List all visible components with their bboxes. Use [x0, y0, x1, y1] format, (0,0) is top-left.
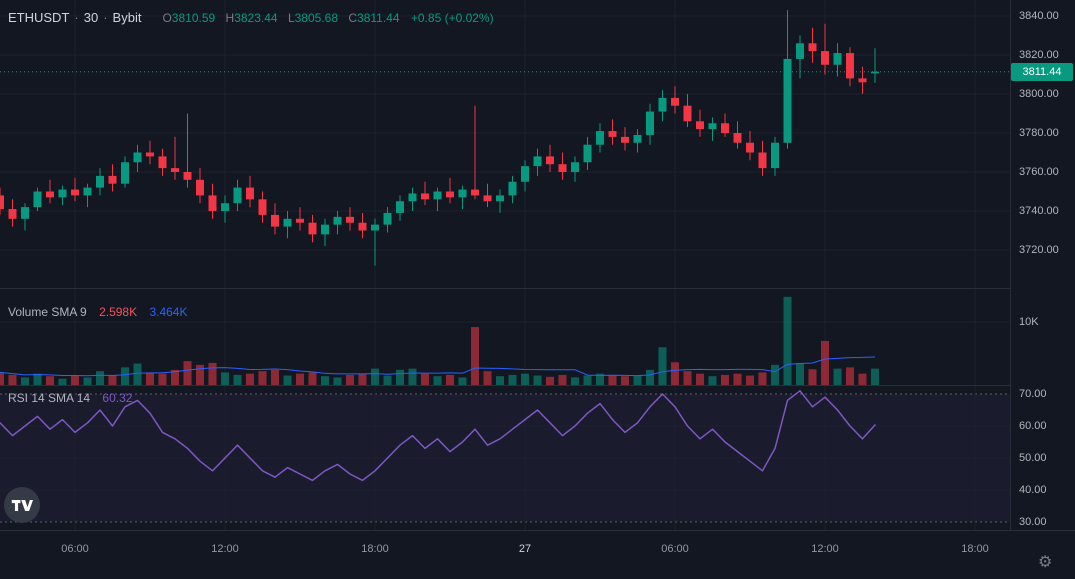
price-tick: 3840.00	[1019, 10, 1059, 22]
tradingview-logo-icon	[11, 499, 33, 511]
volume-chart[interactable]	[0, 289, 1010, 385]
candlestick-chart[interactable]	[0, 0, 1010, 288]
change-value: +0.85 (+0.02%)	[410, 11, 494, 25]
volume-tick: 10K	[1019, 316, 1039, 328]
time-axis[interactable]: 06:00 12:00 18:00 27 06:00 12:00 18:00	[0, 530, 1075, 579]
low-label: L	[287, 11, 295, 25]
symbol-name[interactable]: ETHUSDT	[8, 10, 70, 25]
high-label: H	[225, 11, 235, 25]
time-tick: 12:00	[811, 543, 839, 555]
price-tick: 3740.00	[1019, 205, 1059, 217]
rsi-value: 60.32	[102, 391, 133, 405]
rsi-pane[interactable]	[0, 385, 1010, 530]
time-tick: 06:00	[61, 543, 89, 555]
volume-legend-title: Volume SMA 9	[8, 305, 87, 319]
low-value: 3805.68	[294, 11, 339, 25]
volume-value: 2.598K	[99, 305, 138, 319]
separator-dot: ·	[103, 10, 108, 25]
price-pane[interactable]	[0, 0, 1010, 288]
rsi-legend-title: RSI 14 SMA 14	[8, 391, 91, 405]
volume-legend[interactable]: Volume SMA 9 2.598K 3.464K	[8, 305, 188, 319]
rsi-tick: 40.00	[1019, 484, 1047, 496]
ohlc-values: O3810.59 H3823.44 L3805.68 C3811.44 +0.8…	[155, 11, 493, 25]
settings-gear-icon[interactable]: ⚙	[1038, 554, 1053, 571]
price-tick: 3780.00	[1019, 127, 1059, 139]
price-tick: 3760.00	[1019, 166, 1059, 178]
rsi-chart[interactable]	[0, 386, 1010, 530]
volume-pane[interactable]	[0, 288, 1010, 385]
rsi-legend[interactable]: RSI 14 SMA 14 60.32	[8, 391, 132, 405]
volume-sma-value: 3.464K	[149, 305, 188, 319]
open-value: 3810.59	[171, 11, 216, 25]
time-tick: 18:00	[361, 543, 389, 555]
time-tick: 12:00	[211, 543, 239, 555]
high-value: 3823.44	[234, 11, 278, 25]
rsi-tick: 60.00	[1019, 420, 1047, 432]
price-tick: 3720.00	[1019, 244, 1059, 256]
exchange-label: Bybit	[112, 10, 142, 25]
open-label: O	[162, 11, 172, 25]
rsi-tick: 70.00	[1019, 388, 1047, 400]
price-axis[interactable]: 3840.00 3820.00 3800.00 3780.00 3760.00 3740.…	[1010, 0, 1075, 530]
time-tick: 18:00	[961, 543, 989, 555]
close-label: C	[348, 11, 358, 25]
tradingview-logo[interactable]	[4, 487, 40, 523]
price-tick: 3800.00	[1019, 88, 1059, 100]
time-tick: 06:00	[661, 543, 689, 555]
time-tick: 27	[518, 543, 532, 555]
symbol-legend[interactable]: ETHUSDT · 30 · Bybit O3810.59 H3823.44 L…	[8, 10, 494, 25]
close-value: 3811.44	[357, 11, 400, 25]
rsi-tick: 30.00	[1019, 516, 1047, 528]
interval-label[interactable]: 30	[83, 10, 99, 25]
price-tick: 3820.00	[1019, 49, 1059, 61]
rsi-tick: 50.00	[1019, 452, 1047, 464]
last-price-label: 3811.44	[1011, 63, 1073, 81]
separator-dot: ·	[74, 10, 79, 25]
